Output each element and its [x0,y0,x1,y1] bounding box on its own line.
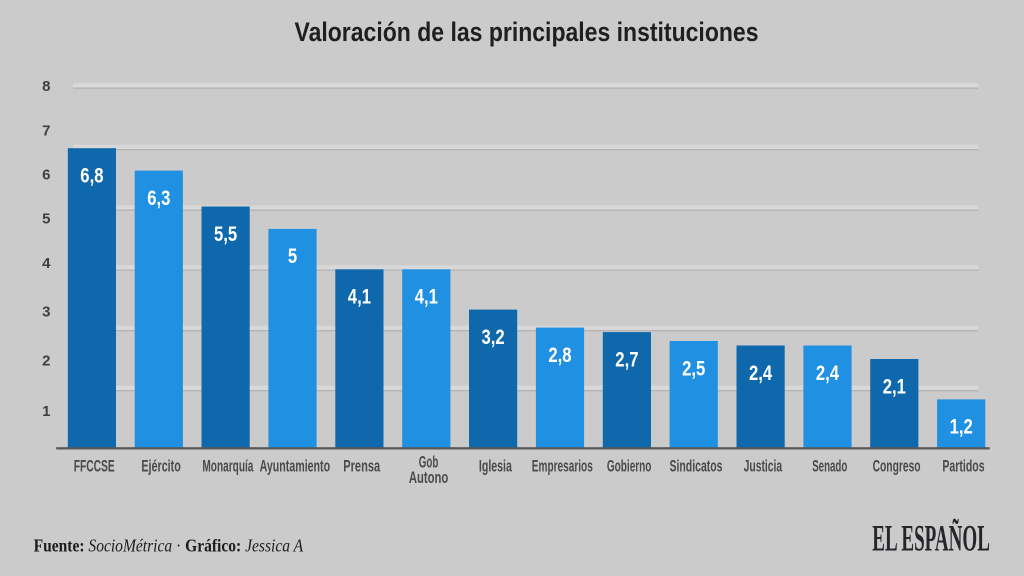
svg-text:3: 3 [42,304,50,321]
svg-text:5: 5 [42,211,50,228]
svg-text:3,2: 3,2 [482,326,505,349]
svg-text:2: 2 [42,353,50,370]
svg-text:Gobierno: Gobierno [607,457,652,476]
svg-text:6,8: 6,8 [80,165,103,188]
svg-text:Monarquía: Monarquía [202,457,253,476]
svg-text:2,4: 2,4 [816,362,839,385]
svg-text:7: 7 [42,122,50,139]
svg-text:EL ESPAÑOL: EL ESPAÑOL [872,517,990,559]
svg-text:6: 6 [42,166,50,183]
svg-text:Prensa: Prensa [343,457,380,476]
svg-text:4: 4 [42,255,51,272]
svg-text:2,7: 2,7 [615,348,638,371]
svg-text:Iglesia: Iglesia [479,457,512,476]
svg-text:Congreso: Congreso [873,457,921,476]
svg-text:2,4: 2,4 [749,362,772,385]
svg-text:Gob: Gob [419,452,439,471]
svg-text:2,5: 2,5 [682,357,705,380]
svg-text:2,1: 2,1 [883,375,906,398]
svg-text:FFCCSE: FFCCSE [74,457,115,476]
svg-text:5,5: 5,5 [214,223,237,246]
svg-text:5: 5 [288,245,298,268]
svg-text:Fuente: SocioMétrica · Gráfico: Fuente: SocioMétrica · Gráfico: Jessica … [34,536,304,556]
svg-text:2,8: 2,8 [548,344,571,367]
svg-text:Partidos: Partidos [942,457,984,476]
svg-text:Valoración de las principales: Valoración de las principales institucio… [295,17,759,47]
svg-text:8: 8 [42,78,50,95]
svg-text:1: 1 [42,403,50,420]
svg-text:1,2: 1,2 [950,416,973,439]
svg-text:Ayuntamiento: Ayuntamiento [260,457,331,476]
svg-text:Empresarios: Empresarios [532,457,593,476]
svg-text:4,1: 4,1 [348,286,371,309]
svg-text:6,3: 6,3 [147,187,170,210]
svg-text:Justicia: Justicia [744,457,783,476]
svg-text:Autono: Autono [409,468,448,487]
svg-text:Sindicatos: Sindicatos [670,457,723,476]
svg-text:Ejército: Ejército [141,457,180,476]
svg-text:Senado: Senado [812,457,847,476]
svg-text:4,1: 4,1 [415,286,438,309]
